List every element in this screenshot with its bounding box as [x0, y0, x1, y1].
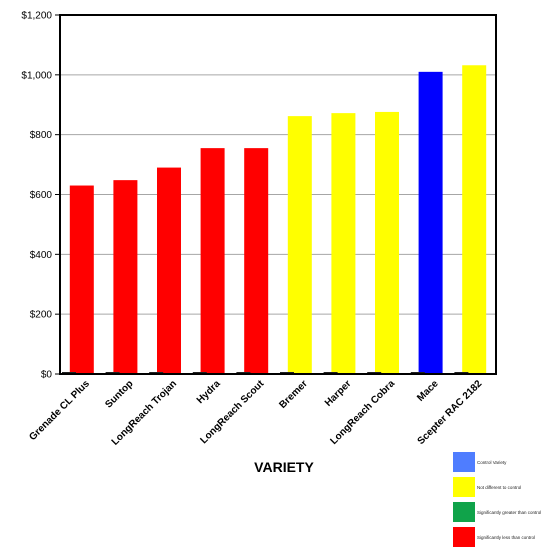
x-tick-label: Hydra [195, 378, 223, 406]
y-tick-label: $200 [30, 310, 53, 321]
x-tick-label: Bremer [277, 378, 310, 411]
y-tick-label: $0 [41, 370, 53, 381]
x-axis-title: VARIETY [254, 459, 314, 475]
y-tick-label: $1,200 [21, 11, 52, 22]
y-axis-ticks: $0 $200 $400 $600 $800 $1,000 $1,200 [21, 11, 60, 381]
bar-grenade-cl-plus [69, 185, 94, 374]
legend-swatch-not-different [453, 477, 475, 497]
y-tick-label: $400 [30, 250, 53, 261]
legend-swatch-control [453, 452, 475, 472]
x-tick-label: Mace [415, 378, 441, 404]
legend-label-control: Control Variety [477, 459, 507, 465]
bar-longreach-scout [244, 148, 269, 374]
legend: Control Variety Not different to control… [453, 452, 554, 552]
bar-suntop [113, 180, 138, 374]
bar-hydra [200, 148, 225, 374]
legend-label-less: Significantly less than control [477, 534, 536, 540]
y-tick-label: $600 [30, 190, 53, 201]
x-tick-label: Grenade CL Plus [27, 378, 92, 443]
legend-item-not-different: Not different to control [453, 477, 554, 497]
legend-label-greater: Significantly greater than control [477, 509, 542, 515]
bar-scepter-rac-2182 [462, 65, 487, 374]
x-tick-label: Suntop [103, 378, 135, 410]
bar-bremer [287, 116, 312, 374]
bar-longreach-cobra [375, 111, 399, 375]
bar-mace [418, 71, 443, 374]
x-tick-label: Harper [323, 378, 354, 409]
y-tick-label: $1,000 [21, 70, 52, 81]
bar-harper [331, 113, 356, 375]
legend-item-control: Control Variety [453, 452, 554, 472]
legend-item-less: Significantly less than control [453, 527, 554, 547]
bar-longreach-trojan [157, 167, 181, 374]
legend-item-greater: Significantly greater than control [453, 502, 554, 522]
bars [62, 65, 487, 375]
legend-swatch-greater [453, 502, 475, 522]
legend-label-not-different: Not different to control [477, 484, 522, 490]
y-tick-label: $800 [30, 130, 53, 141]
legend-swatch-less [453, 527, 475, 547]
